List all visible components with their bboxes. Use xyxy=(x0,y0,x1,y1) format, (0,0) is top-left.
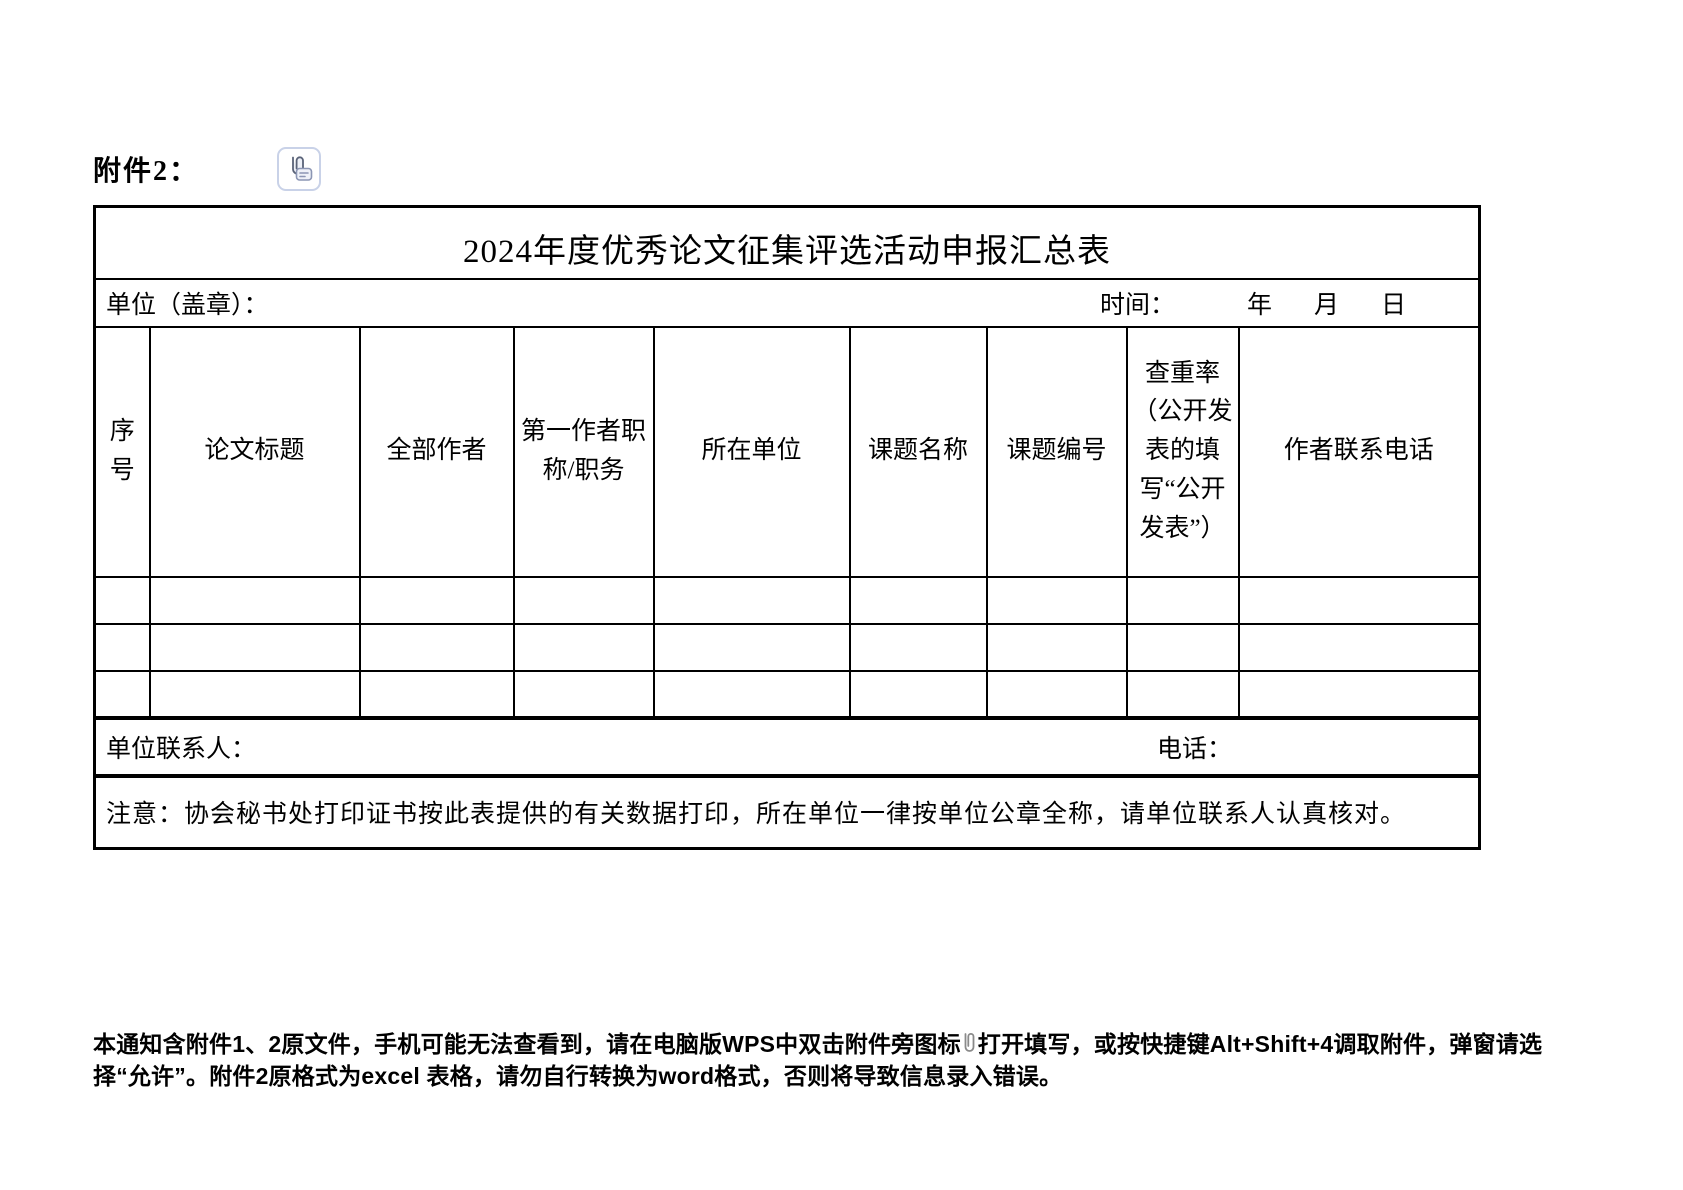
table-row xyxy=(93,575,1481,625)
time-year-label: 年 xyxy=(1246,291,1272,319)
column-header-author-phone: 作者联系电话 xyxy=(1237,325,1481,578)
empty-cell[interactable] xyxy=(148,575,361,625)
empty-cell[interactable] xyxy=(358,575,515,625)
table-row: 2024年度优秀论文征集评选活动申报汇总表 xyxy=(93,205,1481,280)
empty-cell[interactable] xyxy=(985,622,1128,672)
table-row: 单位联系人： 电话： xyxy=(93,715,1481,777)
column-header-all-authors: 全部作者 xyxy=(358,325,515,578)
empty-cell[interactable] xyxy=(1237,622,1481,672)
empty-cell[interactable] xyxy=(985,669,1128,719)
time-group: 时间： 年 月 日 xyxy=(1100,285,1474,321)
attachment-clip-button[interactable] xyxy=(277,147,322,191)
table-title: 2024年度优秀论文征集评选活动申报汇总表 xyxy=(93,205,1481,280)
empty-cell[interactable] xyxy=(848,622,988,672)
table-header-row: 序号 论文标题 全部作者 第一作者职称/职务 所在单位 课题名称 课题编号 查重… xyxy=(93,325,1481,578)
empty-cell[interactable] xyxy=(1125,669,1240,719)
column-header-duplication-rate: 查重率（公开发表的填写“公开发表”） xyxy=(1125,325,1240,578)
phone-label: 电话： xyxy=(1157,735,1233,763)
time-month-label: 月 xyxy=(1314,291,1340,319)
empty-cell[interactable] xyxy=(1125,575,1240,625)
footer-note: 本通知含附件1、2原文件，手机可能无法查看到，请在电脑版WPS中双击附件旁图标 … xyxy=(93,1030,1593,1091)
column-header-affiliation: 所在单位 xyxy=(652,325,851,578)
empty-cell[interactable] xyxy=(848,669,988,719)
column-header-serial: 序号 xyxy=(93,325,151,578)
empty-cell[interactable] xyxy=(1237,669,1481,719)
empty-cell[interactable] xyxy=(1237,575,1481,625)
empty-cell[interactable] xyxy=(93,669,151,719)
table-note: 注意：协会秘书处打印证书按此表提供的有关数据打印，所在单位一律按单位公章全称，请… xyxy=(93,773,1481,850)
empty-cell[interactable] xyxy=(512,669,655,719)
summary-table: 2024年度优秀论文征集评选活动申报汇总表 单位（盖章）： 时间： 年 月 日 xyxy=(93,205,1482,850)
column-header-project-number: 课题编号 xyxy=(985,325,1128,578)
paperclip-icon xyxy=(962,1031,977,1062)
unit-contact-label: 单位联系人： xyxy=(106,735,257,763)
paperclip-note-icon xyxy=(283,153,315,185)
empty-cell[interactable] xyxy=(652,622,851,672)
empty-cell[interactable] xyxy=(1125,622,1240,672)
empty-cell[interactable] xyxy=(358,622,515,672)
column-header-paper-title: 论文标题 xyxy=(148,325,361,578)
empty-cell[interactable] xyxy=(652,575,851,625)
attachment-label: 附件2： xyxy=(93,156,200,187)
empty-cell[interactable] xyxy=(93,575,151,625)
attachment-row: 附件2： xyxy=(93,145,322,193)
empty-cell[interactable] xyxy=(148,622,361,672)
column-header-first-author-title: 第一作者职称/职务 xyxy=(512,325,655,578)
empty-cell[interactable] xyxy=(848,575,988,625)
time-day-label: 日 xyxy=(1381,291,1407,319)
empty-cell[interactable] xyxy=(512,575,655,625)
time-label: 时间： xyxy=(1099,291,1175,319)
unit-time-cell: 单位（盖章）： 时间： 年 月 日 xyxy=(93,277,1481,328)
empty-cell[interactable] xyxy=(985,575,1128,625)
empty-cell[interactable] xyxy=(512,622,655,672)
column-header-project-name: 课题名称 xyxy=(848,325,988,578)
table-row: 单位（盖章）： 时间： 年 月 日 xyxy=(93,277,1481,328)
empty-cell[interactable] xyxy=(358,669,515,719)
contact-phone-cell: 单位联系人： 电话： xyxy=(93,715,1481,777)
table-row xyxy=(93,622,1481,672)
footer-note-text-after: 打开填写，或按快捷键Alt+Shift+4调取附件，弹窗请选择“允许”。附件2原… xyxy=(93,1031,1543,1089)
table-row xyxy=(93,669,1481,719)
empty-cell[interactable] xyxy=(93,622,151,672)
footer-note-text-before: 本通知含附件1、2原文件，手机可能无法查看到，请在电脑版WPS中双击附件旁图标 xyxy=(93,1031,961,1057)
unit-seal-label: 单位（盖章）： xyxy=(106,291,269,319)
empty-cell[interactable] xyxy=(652,669,851,719)
table-row: 注意：协会秘书处打印证书按此表提供的有关数据打印，所在单位一律按单位公章全称，请… xyxy=(93,773,1481,850)
empty-cell[interactable] xyxy=(148,669,361,719)
